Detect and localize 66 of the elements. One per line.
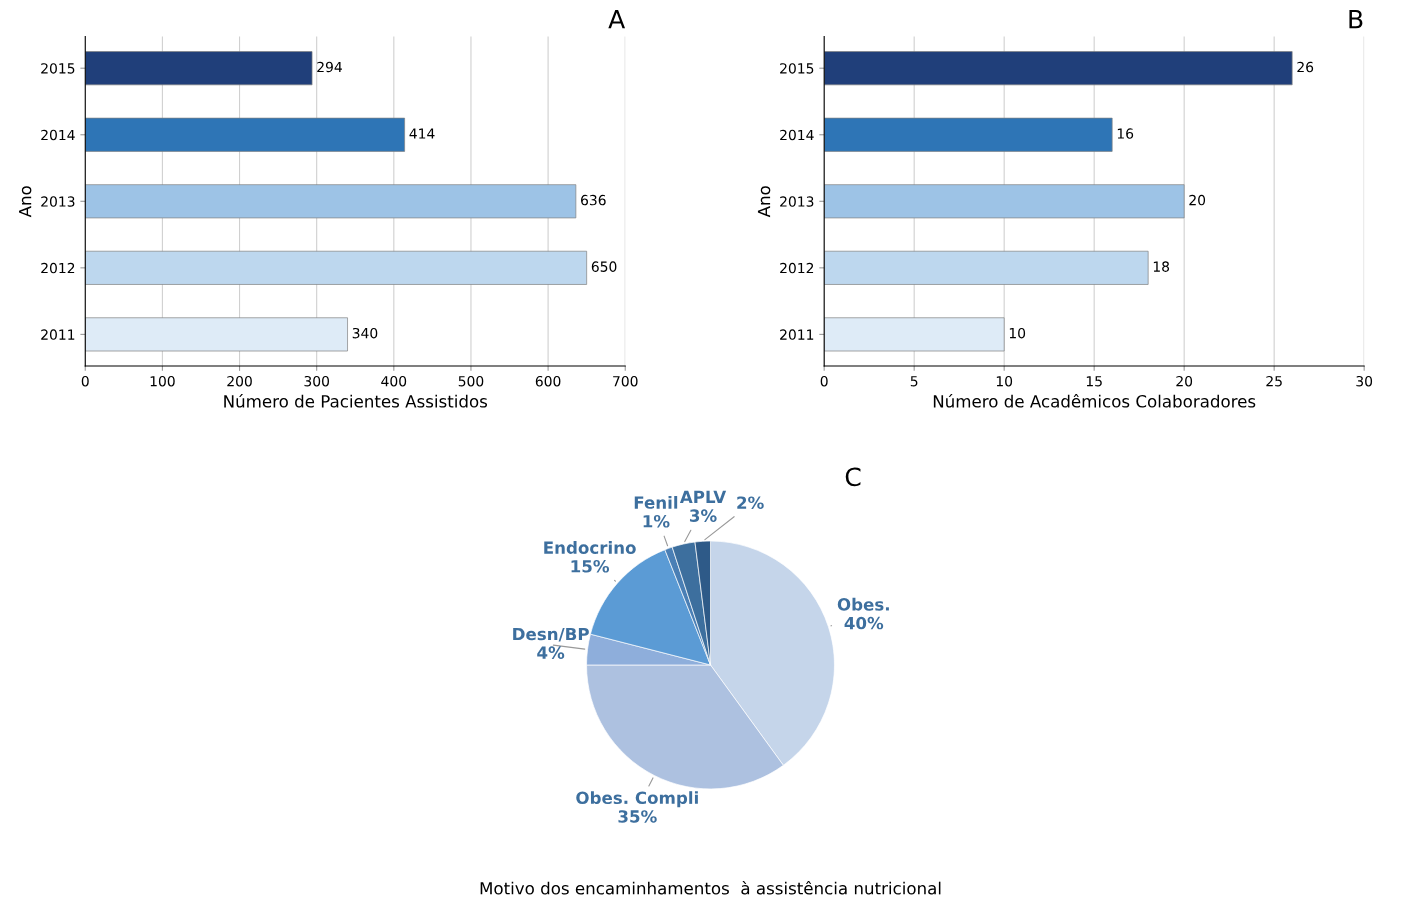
data-label: 40% <box>844 616 884 630</box>
chart-title: B <box>1349 10 1363 29</box>
x-tick-label: 400 <box>381 375 407 387</box>
y-tick-label: 2011 <box>41 329 75 340</box>
x-axis-title: Número de Acadêmicos Colaboradores <box>933 394 1256 408</box>
data-label: 650 <box>591 261 617 272</box>
x-tick-label: 200 <box>227 375 252 387</box>
bar <box>85 51 313 86</box>
y-axis-title: Ano <box>19 186 32 218</box>
x-tick-label: 20 <box>1176 375 1193 387</box>
x-tick-label: 25 <box>1266 375 1282 387</box>
data-label: 10 <box>1009 327 1026 339</box>
bar <box>824 184 1185 219</box>
x-axis-title: Número de Pacientes Assistidos <box>224 394 488 408</box>
bar <box>824 317 1005 352</box>
x-tick-label: 0 <box>81 375 89 387</box>
y-tick-label: 2013 <box>780 196 814 207</box>
slice-label: Desn/BP <box>513 627 589 642</box>
chart-title: C <box>845 467 861 487</box>
y-tick-label: 2011 <box>780 329 814 340</box>
bar <box>85 317 348 352</box>
data-label: 294 <box>317 61 342 73</box>
data-label: 3% <box>689 509 717 522</box>
x-tick-label: 700 <box>613 375 638 387</box>
slice-label: Fenil <box>634 495 678 509</box>
bar <box>85 117 405 152</box>
chart-title: A <box>608 10 626 29</box>
y-tick-label: 2014 <box>780 129 814 141</box>
x-tick-label: 0 <box>820 375 828 387</box>
x-tick-label: 15 <box>1086 376 1102 387</box>
data-label: 20 <box>1189 194 1206 206</box>
data-label: 18 <box>1153 261 1170 272</box>
text: Motivo dos encaminhamentos à assistência nutricional <box>480 881 941 895</box>
slice-label: APLV <box>679 490 727 503</box>
x-tick-label: 500 <box>458 375 484 387</box>
data-label: 16 <box>1117 128 1134 139</box>
x-tick-label: 100 <box>150 375 175 387</box>
data-label: 35% <box>618 810 657 823</box>
bar <box>85 250 588 285</box>
data-label: 1% <box>643 514 670 528</box>
x-tick-label: 300 <box>304 375 330 387</box>
data-label: 636 <box>581 194 606 206</box>
data-label: 26 <box>1297 61 1314 73</box>
x-tick-label: 10 <box>996 375 1013 387</box>
x-tick-label: 30 <box>1356 375 1373 387</box>
data-label: 2% <box>737 496 764 509</box>
bar <box>85 184 577 219</box>
slice-label: Obes. <box>837 597 889 611</box>
slice-label: Endocrino <box>544 541 636 554</box>
y-tick-label: 2012 <box>780 262 814 274</box>
slice-label: Obes. Compli <box>576 791 698 808</box>
y-tick-label: 2014 <box>41 129 75 141</box>
data-label: 340 <box>352 327 378 339</box>
bar <box>824 250 1149 285</box>
x-tick-label: 5 <box>910 376 918 387</box>
y-tick-label: 2015 <box>41 63 75 74</box>
bar <box>824 51 1293 86</box>
y-tick-label: 2013 <box>41 196 75 207</box>
data-label: 414 <box>409 128 435 139</box>
data-label: 15% <box>571 559 610 573</box>
data-label: 4% <box>537 646 565 659</box>
y-tick-label: 2015 <box>780 63 814 74</box>
bar <box>824 117 1113 152</box>
y-axis-title: Ano <box>757 186 771 218</box>
x-tick-label: 600 <box>535 375 561 387</box>
y-tick-label: 2012 <box>41 262 75 274</box>
